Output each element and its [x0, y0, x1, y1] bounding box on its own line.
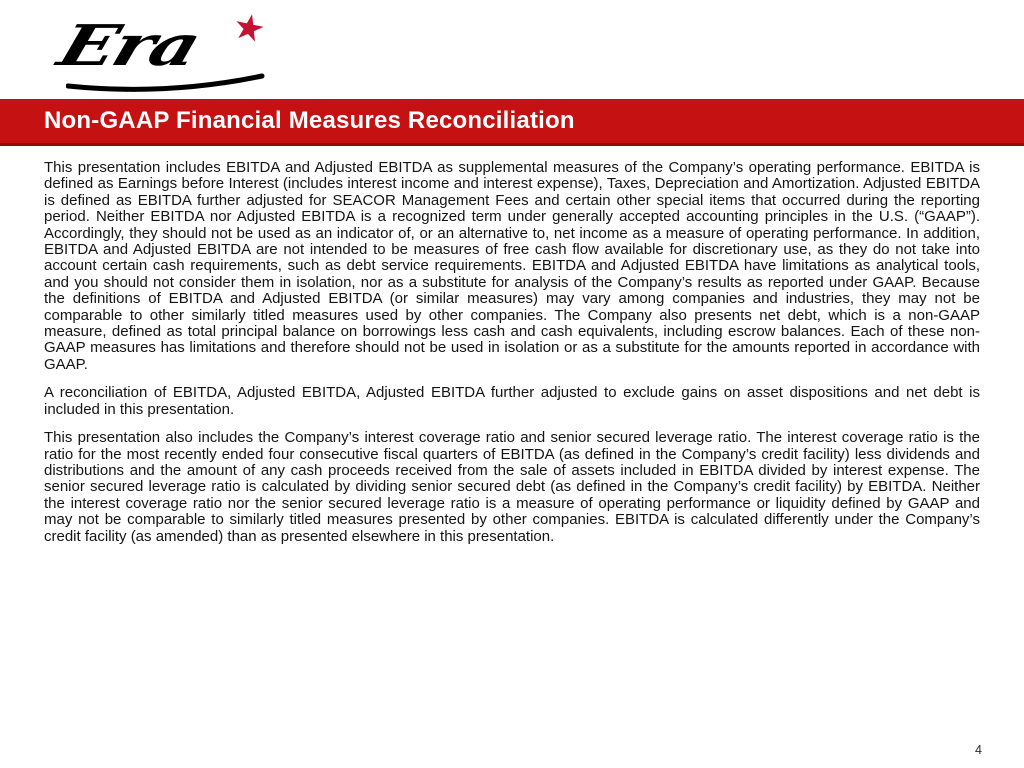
- era-logo: Era ★: [40, 4, 310, 98]
- paragraph-reconciliation-note: A reconciliation of EBITDA, Adjusted EBI…: [44, 384, 980, 418]
- page-title: Non-GAAP Financial Measures Reconciliati…: [44, 107, 575, 134]
- star-icon: ★: [229, 4, 270, 51]
- page-number: 4: [975, 743, 982, 757]
- title-banner: Non-GAAP Financial Measures Reconciliati…: [0, 99, 1024, 146]
- logo-swoosh-stroke: [66, 73, 265, 92]
- paragraph-ebitda-definition: This presentation includes EBITDA and Ad…: [44, 159, 980, 373]
- era-logo-text: Era: [50, 13, 208, 79]
- paragraph-ratios-definition: This presentation also includes the Comp…: [44, 429, 980, 545]
- body-text: This presentation includes EBITDA and Ad…: [44, 159, 980, 557]
